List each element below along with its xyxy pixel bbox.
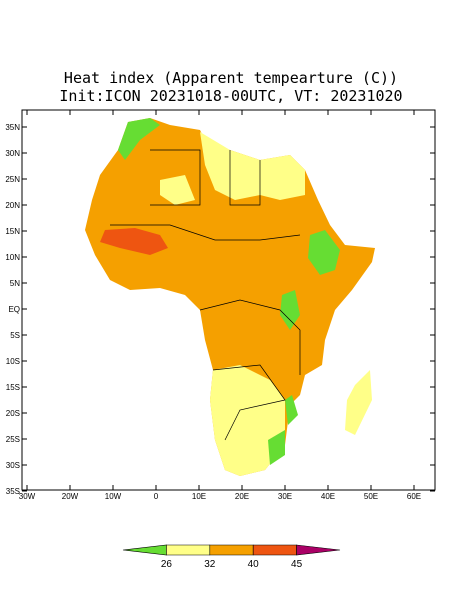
lat-tick-label: 5S (10, 331, 20, 340)
lon-tick-label: 20W (62, 492, 79, 501)
lat-tick-label: 15N (5, 227, 20, 236)
colorbar-label: 32 (204, 559, 216, 570)
africa (85, 118, 375, 476)
country-border (212, 364, 286, 441)
lon-tick-label: 40E (321, 492, 335, 501)
lon-tick-label: 10E (192, 492, 206, 501)
lat-tick-label: 35S (6, 487, 20, 496)
country-border (110, 224, 301, 241)
colorbar-label: 40 (248, 559, 260, 570)
lon-tick-label: 50E (364, 492, 378, 501)
land (85, 118, 375, 476)
lat-tick-label: 20S (6, 409, 20, 418)
yellow-region (200, 132, 305, 200)
lat-tick-label: 5N (10, 279, 20, 288)
lat-tick-label: 30N (5, 149, 20, 158)
title-line: Heat index (Apparent tempearture (C)) (64, 69, 398, 87)
colorbar-segment (252, 544, 297, 556)
country-border (229, 150, 261, 206)
colorbar-segment (122, 544, 167, 556)
title-line: Init:ICON 20231018-00UTC, VT: 20231020 (59, 87, 402, 105)
green-region (268, 430, 285, 465)
lon-tick-label: 30W (19, 492, 36, 501)
green-region (308, 230, 340, 275)
lon-tick-label: 30E (278, 492, 292, 501)
colorbar-label: 45 (291, 559, 303, 570)
lat-tick-label: 10N (5, 253, 20, 262)
yellow-region (210, 365, 285, 476)
madagascar (345, 370, 372, 435)
colorbar-segment (209, 544, 254, 556)
yellow-region (160, 175, 195, 205)
lon-tick-label: 60E (407, 492, 421, 501)
green-region (118, 118, 160, 160)
lat-tick-label: 35N (5, 123, 20, 132)
map-frame (21, 109, 436, 491)
lat-tick-label: 25N (5, 175, 20, 184)
lon-tick-label: 0 (154, 492, 159, 501)
lat-tick-label: 30S (6, 461, 20, 470)
green-region (280, 290, 300, 330)
country-border (150, 149, 201, 206)
lat-tick-label: 20N (5, 201, 20, 210)
lon-tick-label: 20E (235, 492, 249, 501)
colorbar-segment (166, 544, 211, 556)
lat-tick-label: 15S (6, 383, 20, 392)
lat-tick-label: 10S (6, 357, 20, 366)
lon-tick-label: 10W (105, 492, 122, 501)
colorbar-label: 26 (161, 559, 173, 570)
lat-tick-label: EQ (8, 305, 20, 314)
lat-tick-label: 25S (6, 435, 20, 444)
colorbar-segment (296, 544, 341, 556)
country-border (199, 299, 301, 375)
green-region (285, 395, 298, 425)
hot-region (100, 228, 168, 255)
